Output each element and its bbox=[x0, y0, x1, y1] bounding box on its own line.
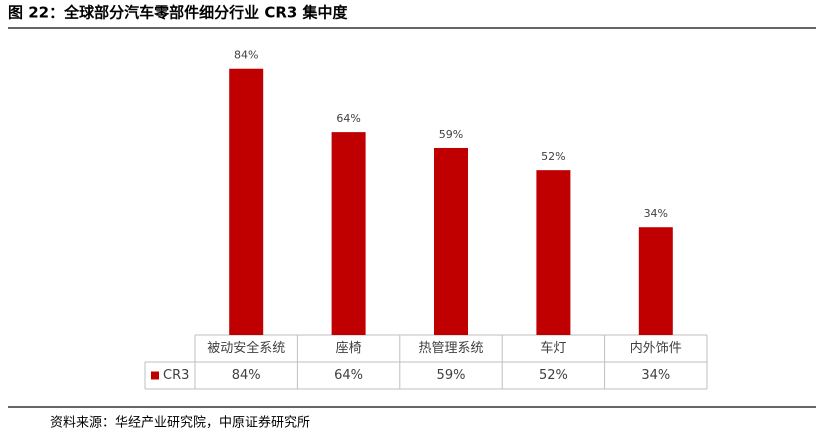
source-note: 资料来源：华经产业研究院，中原证券研究所 bbox=[50, 415, 310, 431]
x-tick-label: 被动安全系统 bbox=[207, 340, 285, 356]
x-tick-label: 热管理系统 bbox=[418, 341, 483, 356]
bar bbox=[638, 227, 673, 335]
bar bbox=[434, 147, 468, 335]
bar bbox=[331, 132, 366, 335]
data-label: 34% bbox=[644, 207, 668, 220]
data-label: 84% bbox=[234, 49, 258, 62]
legend-label: CR3 bbox=[163, 368, 189, 383]
table-value: 52% bbox=[539, 368, 568, 383]
legend-swatch bbox=[151, 371, 159, 380]
x-tick-label: 车灯 bbox=[540, 340, 566, 356]
x-tick-label: 内外饰件 bbox=[630, 340, 682, 356]
data-label: 59% bbox=[439, 128, 463, 141]
x-tick-label: 座椅 bbox=[336, 341, 362, 356]
chart-title: 图 22：全球部分汽车零部件细分行业 CR3 集中度 bbox=[8, 4, 349, 22]
data-label: 64% bbox=[336, 112, 360, 125]
bar bbox=[229, 68, 264, 335]
data-label: 52% bbox=[541, 150, 565, 163]
bar bbox=[536, 170, 571, 335]
table-value: 34% bbox=[641, 368, 670, 383]
table-value: 84% bbox=[232, 368, 261, 383]
table-value: 64% bbox=[334, 368, 363, 383]
table-value: 59% bbox=[437, 368, 466, 383]
